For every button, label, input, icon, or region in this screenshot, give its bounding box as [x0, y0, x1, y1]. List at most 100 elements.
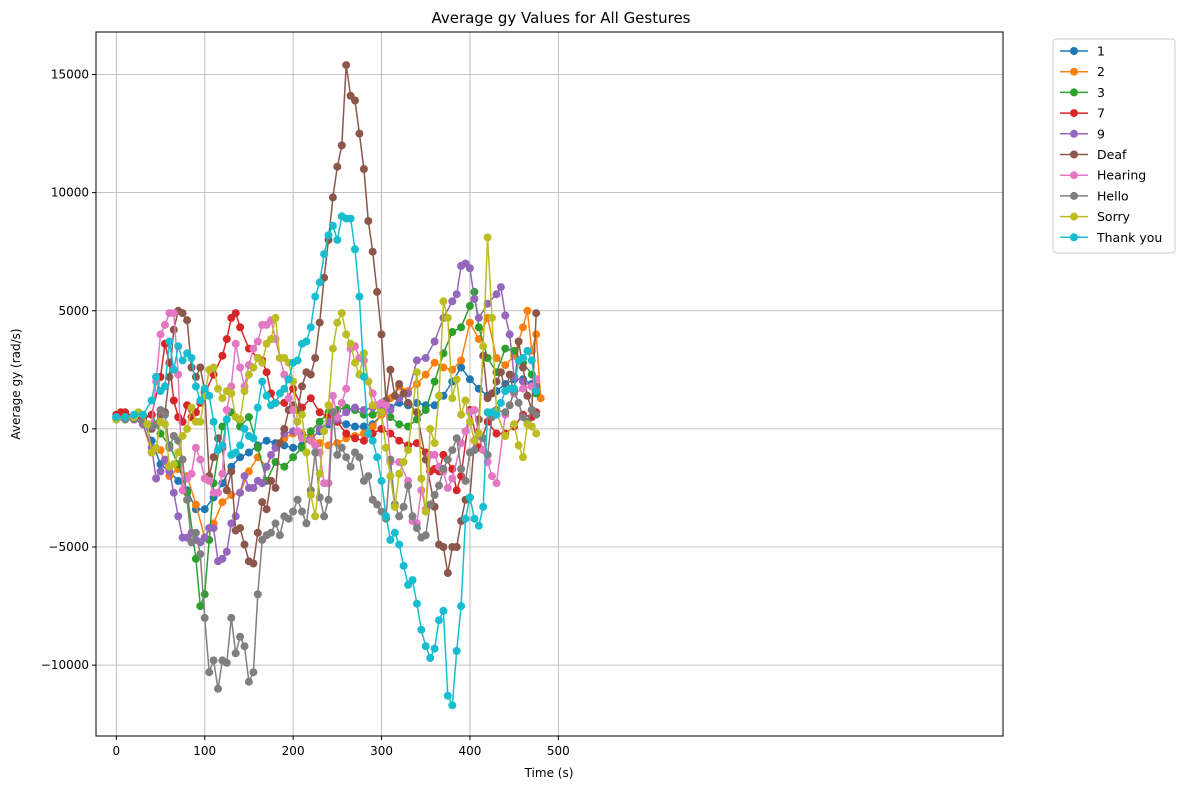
data-point	[404, 481, 413, 490]
data-point	[492, 410, 501, 419]
data-point	[342, 420, 351, 429]
data-point	[333, 162, 342, 171]
data-point	[421, 354, 430, 362]
data-point	[364, 217, 373, 225]
data-point	[328, 221, 337, 230]
legend-label: 7	[1097, 106, 1105, 121]
data-point	[169, 460, 178, 469]
data-point	[461, 514, 470, 523]
data-point	[275, 531, 284, 540]
data-point	[368, 401, 377, 410]
legend-label: 3	[1097, 85, 1105, 100]
data-point	[421, 507, 430, 516]
data-point	[408, 512, 417, 521]
data-point	[527, 356, 536, 365]
legend-item: 2	[1060, 64, 1105, 79]
data-point	[448, 328, 457, 336]
legend-marker	[1070, 88, 1078, 97]
data-point	[205, 476, 214, 485]
data-point	[244, 370, 253, 379]
legend-label: 1	[1097, 44, 1105, 59]
data-point	[501, 361, 510, 370]
legend-marker	[1070, 67, 1078, 76]
data-point	[496, 368, 505, 377]
data-point	[222, 658, 231, 667]
data-point	[452, 647, 461, 655]
data-point	[479, 342, 488, 351]
data-point	[474, 429, 483, 438]
data-point	[169, 396, 178, 405]
data-point	[328, 193, 337, 202]
data-point	[169, 488, 178, 497]
data-point	[227, 467, 236, 476]
data-point	[205, 391, 214, 400]
data-point	[439, 606, 448, 615]
data-point	[187, 469, 196, 478]
data-point	[138, 410, 147, 419]
data-point	[147, 410, 156, 419]
data-point	[130, 410, 138, 419]
data-point	[448, 446, 457, 455]
data-point	[342, 330, 351, 339]
data-point	[152, 474, 161, 483]
data-point	[178, 455, 187, 464]
data-point	[253, 337, 262, 346]
legend-item: Sorry	[1060, 209, 1131, 224]
data-point	[342, 61, 351, 70]
data-point	[324, 401, 333, 410]
data-point	[293, 495, 302, 504]
data-point	[183, 495, 192, 504]
data-point	[143, 420, 152, 429]
data-point	[227, 389, 236, 398]
data-point	[412, 439, 421, 448]
legend-item: Thank you	[1060, 230, 1162, 245]
data-point	[196, 417, 205, 426]
data-point	[364, 429, 373, 438]
legend-marker	[1070, 171, 1078, 180]
data-point	[196, 363, 205, 372]
data-point	[382, 443, 390, 452]
data-point	[386, 535, 395, 544]
data-point	[479, 502, 488, 511]
data-point	[474, 323, 483, 332]
data-point	[532, 410, 541, 419]
data-point	[395, 436, 404, 445]
data-point	[474, 335, 483, 344]
data-point	[412, 408, 421, 417]
data-point	[452, 434, 461, 443]
data-point	[156, 330, 165, 339]
data-point	[222, 547, 231, 556]
data-point	[421, 406, 430, 414]
data-point	[412, 356, 421, 365]
data-point	[439, 363, 448, 372]
data-point	[465, 264, 474, 273]
data-point	[501, 344, 510, 353]
data-point	[328, 408, 337, 417]
data-point	[244, 448, 253, 457]
legend-item: 7	[1060, 106, 1105, 121]
data-point	[218, 498, 227, 507]
data-point	[311, 448, 320, 457]
data-point	[395, 420, 404, 429]
data-point	[377, 476, 386, 485]
data-point	[337, 309, 346, 318]
data-point	[510, 384, 519, 393]
data-point	[298, 410, 306, 419]
data-point	[298, 507, 306, 516]
data-point	[240, 424, 249, 433]
legend-marker	[1070, 47, 1078, 55]
data-point	[244, 413, 253, 422]
data-point	[222, 486, 231, 495]
x-tick-label: 400	[458, 744, 481, 758]
data-point	[426, 654, 435, 662]
data-point	[368, 247, 377, 256]
data-point	[430, 358, 439, 367]
data-point	[306, 491, 315, 499]
data-point	[399, 458, 408, 466]
data-point	[412, 599, 421, 608]
series-layer	[112, 61, 545, 710]
data-point	[514, 441, 523, 450]
data-point	[183, 316, 192, 325]
legend: 1 2 3 7 9 Deaf Hearing Hello Sorry Thank you	[1052, 38, 1176, 254]
